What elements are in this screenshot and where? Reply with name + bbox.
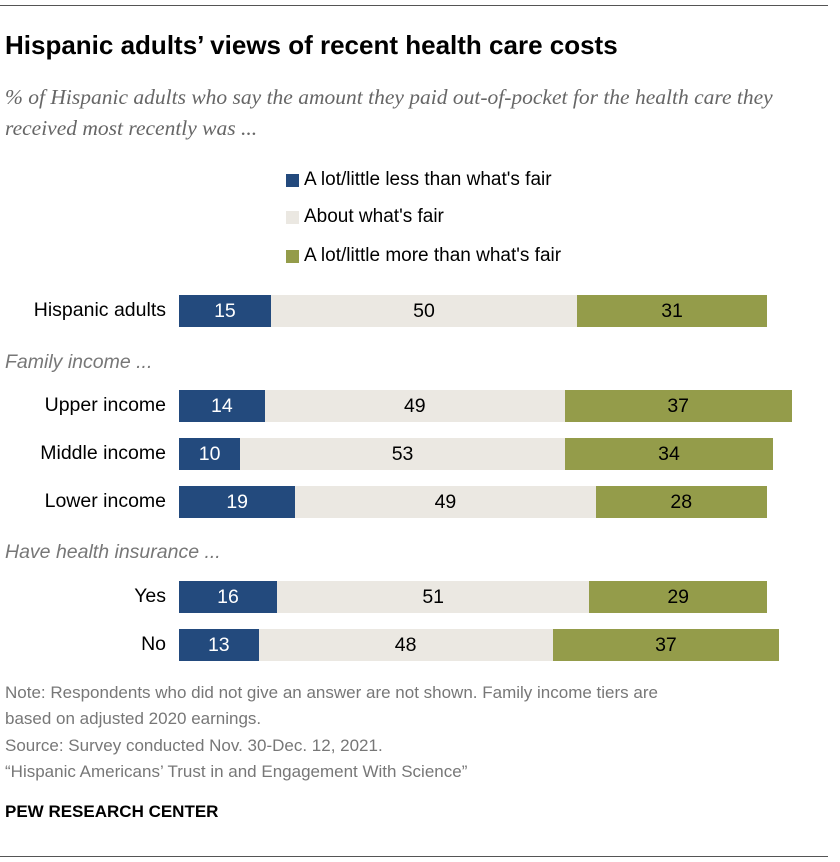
bar-about: 53 xyxy=(240,438,565,470)
source-line: Source: Survey conducted Nov. 30-Dec. 12… xyxy=(5,736,383,755)
bar-about: 48 xyxy=(258,629,553,661)
legend-label: About what's fair xyxy=(304,206,444,227)
row-label: No xyxy=(141,633,166,655)
bar-more: 28 xyxy=(595,486,767,518)
legend-item: A lot/little less than what's fair xyxy=(286,169,552,191)
group-label: Have health insurance ... xyxy=(5,541,221,563)
legend-swatch xyxy=(286,249,299,263)
bar-less: 13 xyxy=(179,629,259,661)
bar-more: 31 xyxy=(577,295,767,327)
row-label: Hispanic adults xyxy=(33,299,166,321)
bar-less: 14 xyxy=(179,390,265,422)
bar-more: 29 xyxy=(589,581,767,613)
bar-more: 34 xyxy=(564,438,774,470)
row-label: Lower income xyxy=(44,490,166,512)
legend-label: A lot/little more than what's fair xyxy=(304,245,562,266)
bar-about: 51 xyxy=(277,581,590,613)
bar-more: 37 xyxy=(552,629,780,661)
row-label: Upper income xyxy=(44,394,166,416)
bar-about: 50 xyxy=(270,295,578,327)
pew-logo-text: PEW RESEARCH CENTER xyxy=(5,802,219,821)
legend-swatch xyxy=(286,173,299,187)
top-rule xyxy=(0,5,828,6)
bottom-rule xyxy=(0,856,828,857)
bar-less: 19 xyxy=(179,486,296,518)
bar-about: 49 xyxy=(264,390,565,422)
report-title-line: “Hispanic Americans’ Trust in and Engage… xyxy=(5,762,468,781)
group-label: Family income ... xyxy=(5,351,153,373)
bar-more: 37 xyxy=(564,390,792,422)
chart-subtitle: % of Hispanic adults who say the amount … xyxy=(5,85,773,140)
row-label: Yes xyxy=(134,585,166,607)
bar-about: 49 xyxy=(295,486,596,518)
legend-swatch xyxy=(286,210,299,224)
note-line: based on adjusted 2020 earnings. xyxy=(5,709,262,728)
legend-label: A lot/little less than what's fair xyxy=(304,169,552,190)
bar-less: 10 xyxy=(179,438,241,470)
legend-item: About what's fair xyxy=(286,206,444,228)
bar-less: 15 xyxy=(179,295,271,327)
chart-title: Hispanic adults’ views of recent health … xyxy=(5,30,618,60)
row-label: Middle income xyxy=(40,442,166,464)
bar-less: 16 xyxy=(179,581,277,613)
legend-item: A lot/little more than what's fair xyxy=(286,245,561,267)
note-line: Note: Respondents who did not give an an… xyxy=(5,683,658,702)
